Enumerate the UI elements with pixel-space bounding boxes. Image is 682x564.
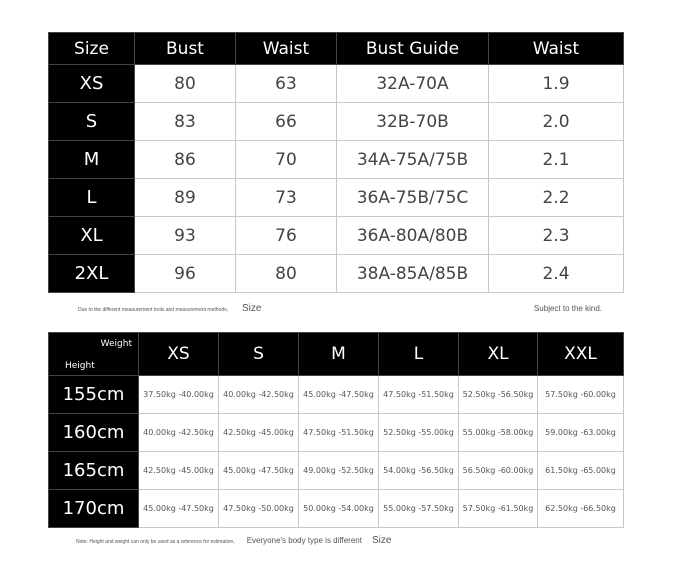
size-column-header: M bbox=[298, 332, 379, 376]
height-label: 165cm bbox=[48, 451, 139, 490]
weight-label: Weight bbox=[100, 339, 132, 349]
height-weight-table: Weight Height XS S M L XL XXL 155cm 37.50kg -40.… bbox=[48, 332, 624, 528]
size-label: XL bbox=[48, 216, 135, 255]
table-cell: 80 bbox=[235, 254, 337, 293]
height-label: 160cm bbox=[48, 413, 139, 452]
size-note-2: Size bbox=[371, 535, 392, 546]
table-cell: 34A-75A/75B bbox=[336, 140, 489, 179]
weight-range-cell: 42.50kg -45.00kg bbox=[138, 451, 219, 490]
weight-range-cell: 45.00kg -47.50kg bbox=[218, 451, 299, 490]
weight-range-cell: 50.00kg -54.00kg bbox=[298, 489, 379, 528]
table-cell: 38A-85A/85B bbox=[336, 254, 489, 293]
table-cell: 63 bbox=[235, 64, 337, 103]
bust-size-table: Size Bust Waist Bust Guide Waist XS 80 63 32A-7… bbox=[48, 32, 624, 293]
table-cell: 2.2 bbox=[488, 178, 624, 217]
table-cell: 66 bbox=[235, 102, 337, 141]
column-header: Bust Guide bbox=[336, 32, 489, 65]
size-column-header: S bbox=[218, 332, 299, 376]
weight-range-cell: 52.50kg -56.50kg bbox=[458, 375, 538, 414]
column-header: Waist bbox=[235, 32, 337, 65]
measurement-notes: Due to the different measurement tools a… bbox=[78, 303, 602, 314]
table-cell: 86 bbox=[134, 140, 236, 179]
height-label: Height bbox=[65, 361, 95, 371]
table-row: S 83 66 32B-70B 2.0 bbox=[48, 102, 624, 141]
weight-range-cell: 42.50kg -45.00kg bbox=[218, 413, 299, 452]
measurement-note: Due to the different measurement tools a… bbox=[78, 307, 228, 313]
table-cell: 80 bbox=[134, 64, 236, 103]
weight-range-cell: 45.00kg -47.50kg bbox=[298, 375, 379, 414]
weight-range-cell: 47.50kg -51.50kg bbox=[298, 413, 379, 452]
table-cell: 96 bbox=[134, 254, 236, 293]
table-row: 170cm 45.00kg -47.50kg 47.50kg -50.00kg 50.… bbox=[48, 489, 624, 528]
weight-range-cell: 47.50kg -51.50kg bbox=[378, 375, 459, 414]
table-row: 165cm 42.50kg -45.00kg 45.00kg -47.50kg 49.… bbox=[48, 451, 624, 490]
size-label: XS bbox=[48, 64, 135, 103]
weight-range-cell: 37.50kg -40.00kg bbox=[138, 375, 219, 414]
size-label: 2XL bbox=[48, 254, 135, 293]
size-column-header: XL bbox=[458, 332, 538, 376]
weight-range-cell: 49.00kg -52.50kg bbox=[298, 451, 379, 490]
table-cell: 32A-70A bbox=[336, 64, 489, 103]
table-cell: 2.3 bbox=[488, 216, 624, 255]
table-row: XS 80 63 32A-70A 1.9 bbox=[48, 64, 624, 103]
column-header: Waist bbox=[488, 32, 624, 65]
size-column-header: XS bbox=[138, 332, 219, 376]
weight-range-cell: 54.00kg -56.50kg bbox=[378, 451, 459, 490]
table-row: 2XL 96 80 38A-85A/85B 2.4 bbox=[48, 254, 624, 293]
weight-range-cell: 56.50kg -60.00kg bbox=[458, 451, 538, 490]
table-cell: 89 bbox=[134, 178, 236, 217]
table-cell: 70 bbox=[235, 140, 337, 179]
table-cell: 36A-80A/80B bbox=[336, 216, 489, 255]
weight-range-cell: 57.50kg -60.00kg bbox=[537, 375, 624, 414]
size-column-header: XXL bbox=[537, 332, 624, 376]
weight-range-cell: 55.00kg -57.50kg bbox=[378, 489, 459, 528]
weight-range-cell: 57.50kg -61.50kg bbox=[458, 489, 538, 528]
weight-range-cell: 47.50kg -50.00kg bbox=[218, 489, 299, 528]
table-cell: 93 bbox=[134, 216, 236, 255]
table-row: XL 93 76 36A-80A/80B 2.3 bbox=[48, 216, 624, 255]
weight-range-cell: 55.00kg -58.00kg bbox=[458, 413, 538, 452]
table-cell: 32B-70B bbox=[336, 102, 489, 141]
size-label: M bbox=[48, 140, 135, 179]
size-note: Size bbox=[242, 303, 262, 314]
table-cell: 2.4 bbox=[488, 254, 624, 293]
table-cell: 2.1 bbox=[488, 140, 624, 179]
table-row: M 86 70 34A-75A/75B 2.1 bbox=[48, 140, 624, 179]
size-label: S bbox=[48, 102, 135, 141]
estimation-note: Note: Height and weight can only be used… bbox=[76, 539, 235, 545]
table-cell: 2.0 bbox=[488, 102, 624, 141]
weight-range-cell: 61.50kg -65.00kg bbox=[537, 451, 624, 490]
size-label: L bbox=[48, 178, 135, 217]
weight-range-cell: 59.00kg -63.00kg bbox=[537, 413, 624, 452]
subject-note: Subject to the kind. bbox=[533, 304, 602, 313]
table-cell: 76 bbox=[235, 216, 337, 255]
table-cell: 36A-75B/75C bbox=[336, 178, 489, 217]
table-row: 155cm 37.50kg -40.00kg 40.00kg -42.50kg 45.… bbox=[48, 375, 624, 414]
weight-range-cell: 62.50kg -66.50kg bbox=[537, 489, 624, 528]
column-header: Bust bbox=[134, 32, 236, 65]
height-label: 170cm bbox=[48, 489, 139, 528]
weight-range-cell: 40.00kg -42.50kg bbox=[138, 413, 219, 452]
size-column-header: L bbox=[378, 332, 459, 376]
weight-range-cell: 40.00kg -42.50kg bbox=[218, 375, 299, 414]
table-cell: 83 bbox=[134, 102, 236, 141]
corner-header: Weight Height bbox=[48, 332, 139, 376]
estimation-notes: Note: Height and weight can only be used… bbox=[76, 535, 596, 546]
table-cell: 73 bbox=[235, 178, 337, 217]
body-type-note: Everyone's body type is different bbox=[246, 536, 362, 545]
weight-range-cell: 52.50kg -55.00kg bbox=[378, 413, 459, 452]
table-row: 160cm 40.00kg -42.50kg 42.50kg -45.00kg 47.… bbox=[48, 413, 624, 452]
weight-range-cell: 45.00kg -47.50kg bbox=[138, 489, 219, 528]
table-row: L 89 73 36A-75B/75C 2.2 bbox=[48, 178, 624, 217]
column-header: Size bbox=[48, 32, 135, 65]
table-cell: 1.9 bbox=[488, 64, 624, 103]
height-label: 155cm bbox=[48, 375, 139, 414]
